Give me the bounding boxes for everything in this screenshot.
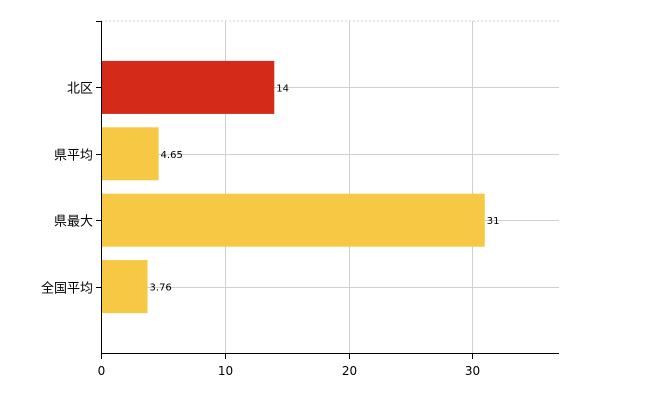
data-label: 4.65	[161, 150, 183, 161]
x-tick-label: 30	[465, 364, 480, 378]
axes	[96, 21, 559, 359]
category-label: 県最大	[54, 215, 93, 230]
bar-2	[101, 193, 485, 247]
x-tick-label: 20	[342, 364, 357, 378]
bars	[101, 60, 485, 314]
data-label: 3.76	[150, 283, 172, 294]
bar-1	[101, 127, 159, 181]
category-label: 県平均	[54, 149, 93, 164]
data-label: 14	[276, 83, 289, 94]
data-label: 31	[487, 216, 500, 227]
category-label: 北区	[67, 82, 93, 97]
x-tick-label: 0	[98, 364, 106, 378]
bar-3	[101, 260, 148, 314]
x-tick-label: 10	[218, 364, 233, 378]
bar-0	[101, 60, 275, 114]
category-label: 全国平均	[41, 281, 93, 297]
